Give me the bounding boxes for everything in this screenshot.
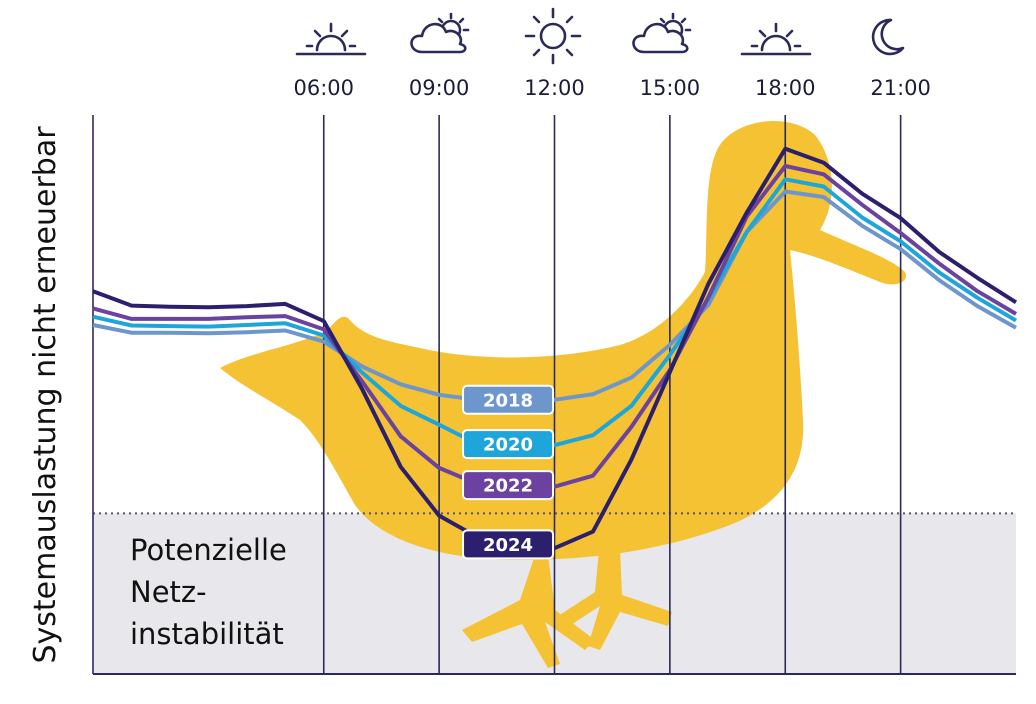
series-badge-label: 2020 xyxy=(483,435,533,456)
x-tick-label: 15:00 xyxy=(640,76,701,100)
series-badge-label: 2024 xyxy=(483,535,533,556)
duck-leg-left xyxy=(462,540,595,668)
cloud-sun-icon xyxy=(410,12,470,54)
vertical-grid xyxy=(92,115,902,674)
sun-icon xyxy=(524,7,582,65)
x-tick-label: 18:00 xyxy=(755,76,816,100)
series-badge-2018: 2018 xyxy=(462,384,555,415)
sunset-icon xyxy=(740,22,812,56)
series-badge-box xyxy=(462,470,555,501)
series-line-2020 xyxy=(92,177,1018,448)
series-badge-label: 2022 xyxy=(483,476,533,497)
x-tick-label: 06:00 xyxy=(293,76,354,100)
series-badge-2020: 2020 xyxy=(462,429,555,460)
y-axis-label: Systemauslastung nicht erneuerbar xyxy=(28,126,63,664)
sunrise-icon xyxy=(295,22,367,56)
x-tick-labels: 06:00 09:00 12:00 15:00 18:00 21:00 xyxy=(293,76,930,100)
instability-label-line-3: instabilität xyxy=(130,617,284,651)
series-lines xyxy=(92,146,1018,551)
series-line-2022 xyxy=(92,164,1018,489)
weather-icons xyxy=(295,7,905,65)
moon-icon xyxy=(871,18,905,56)
instability-label-line-1: Potenzielle xyxy=(130,533,287,567)
series-badge-box xyxy=(462,429,555,460)
duck-leg-right xyxy=(552,540,672,650)
x-tick-label: 12:00 xyxy=(524,76,585,100)
series-line-2024 xyxy=(92,146,1018,551)
series-badge-2022: 2022 xyxy=(462,470,555,501)
x-tick-label: 21:00 xyxy=(870,76,931,100)
series-badge-box xyxy=(462,529,555,560)
x-tick-label: 09:00 xyxy=(409,76,470,100)
series-badge-box xyxy=(462,384,555,415)
series-badge-label: 2018 xyxy=(483,390,533,411)
series-line-2018 xyxy=(92,189,1017,402)
instability-label: Potenzielle Netz- instabilität xyxy=(130,533,296,651)
instability-label-line-2: Netz- xyxy=(130,575,207,609)
series-badges: 2018 2020 2022 2024 xyxy=(462,384,555,560)
cloud-sun-icon xyxy=(632,12,692,54)
series-badge-2024: 2024 xyxy=(462,529,555,560)
